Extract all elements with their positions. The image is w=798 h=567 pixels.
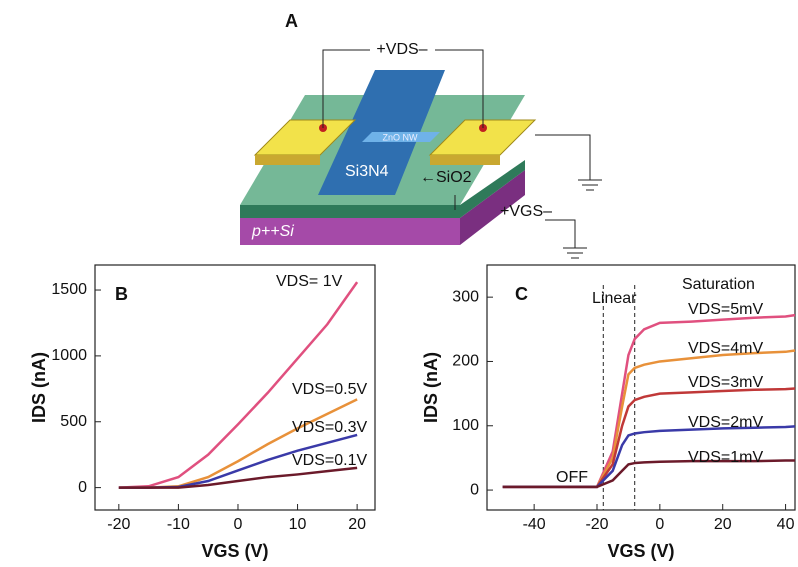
vgs-label: +VGS– — [500, 203, 552, 220]
wire — [535, 134, 591, 180]
oxide-label: ←SiO2 — [420, 169, 472, 186]
series-label: VDS=3mV — [688, 374, 763, 391]
series-label: VDS=2mV — [688, 414, 763, 431]
x-axis-label: VGS (V) — [201, 541, 268, 561]
y-tick-label: 100 — [452, 417, 479, 434]
pad-left-side — [255, 155, 320, 165]
series-line — [502, 387, 796, 489]
x-tick-label: 20 — [348, 516, 366, 533]
vds-label: +VDS– — [376, 41, 427, 58]
wire — [545, 219, 576, 248]
wire — [435, 49, 484, 128]
substrate — [240, 218, 460, 245]
y-tick-label: 0 — [470, 481, 479, 498]
y-tick-label: 300 — [452, 288, 479, 305]
pad-right-side — [430, 155, 500, 165]
y-axis-label: IDS (nA) — [421, 352, 441, 423]
x-tick-label: 40 — [777, 516, 795, 533]
series-line — [118, 466, 358, 489]
nanowire — [362, 132, 440, 142]
x-axis-label: VGS (V) — [607, 541, 674, 561]
oxide-side — [240, 160, 525, 218]
series-label: VDS=0.1V — [292, 452, 367, 469]
panel-label: A — [285, 11, 298, 31]
series-line — [502, 459, 795, 489]
x-tick-label: 0 — [234, 516, 243, 533]
x-tick-label: -10 — [167, 516, 190, 533]
x-tick-label: -20 — [585, 516, 608, 533]
y-tick-label: 200 — [452, 353, 479, 370]
series-label: VDS=5mV — [688, 301, 763, 318]
series-line — [502, 425, 796, 489]
y-tick-label: 1000 — [51, 347, 87, 364]
nanowire-label: ZnO NW — [383, 132, 419, 142]
wire — [322, 49, 370, 128]
annotation: OFF — [556, 469, 588, 486]
x-tick-label: -40 — [523, 516, 546, 533]
x-tick-label: 20 — [714, 516, 732, 533]
nitride-label: Si3N4 — [345, 163, 389, 180]
x-tick-label: -20 — [107, 516, 130, 533]
series-label: VDS=4mV — [688, 340, 763, 357]
series-label: VDS=0.5V — [292, 381, 367, 398]
y-tick-label: 500 — [60, 413, 87, 430]
series-label: VDS=1mV — [688, 449, 763, 466]
panel-label: B — [115, 284, 128, 304]
y-tick-label: 1500 — [51, 281, 87, 298]
series-label: VDS=0.3V — [292, 419, 367, 436]
annotation: Saturation — [682, 276, 755, 293]
x-tick-label: 0 — [655, 516, 664, 533]
series-label: VDS= 1V — [276, 273, 343, 290]
annotation: Linear — [592, 290, 637, 307]
panel-label: C — [515, 284, 528, 304]
series-line — [118, 281, 359, 489]
plot-frame — [94, 264, 376, 511]
y-axis-label: IDS (nA) — [29, 352, 49, 423]
device-schematic: A +VDS– ZnO NW Si3N4 ←SiO2 +VGS– p++Si — [240, 11, 602, 259]
y-tick-label: 0 — [78, 479, 87, 496]
x-tick-label: 10 — [289, 516, 307, 533]
substrate-label: p++Si — [251, 223, 294, 240]
plot-frame — [486, 264, 796, 511]
